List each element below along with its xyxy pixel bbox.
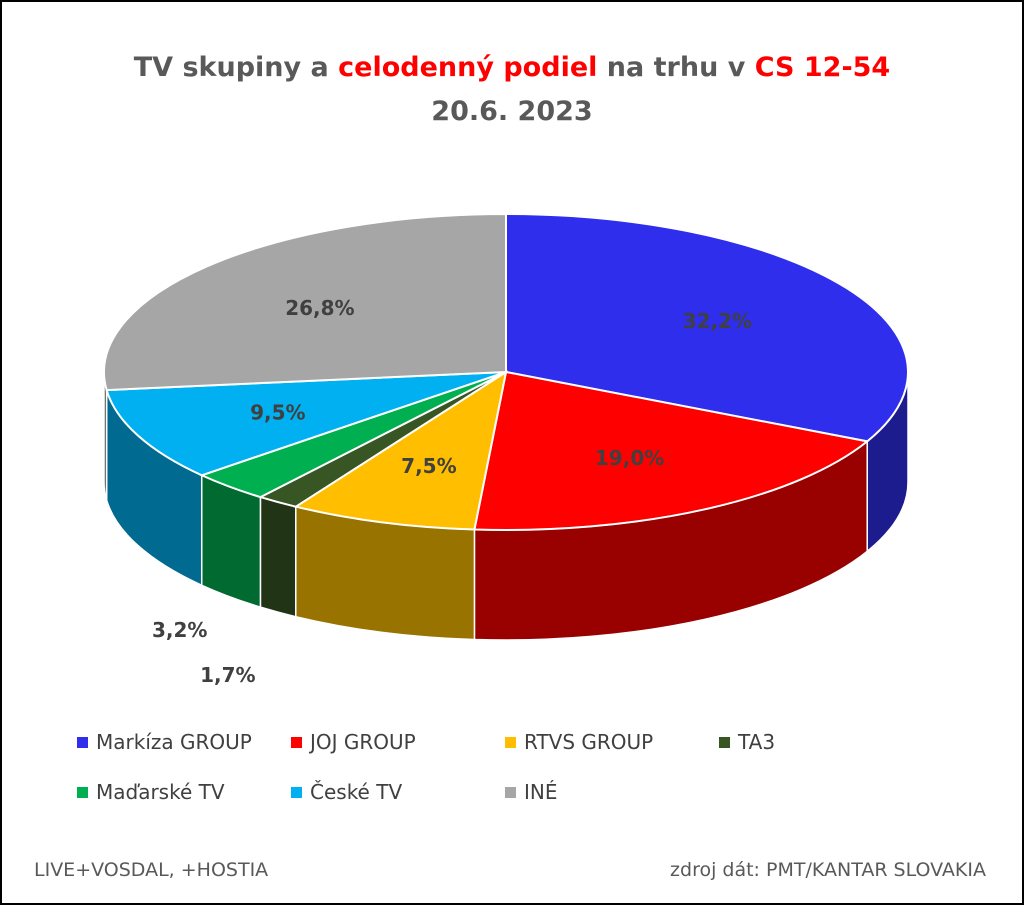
data-label-2: 7,5% [401,454,456,478]
legend-swatch [291,737,302,748]
pie-side-3 [259,496,297,618]
chart-title: TV skupiny a celodenný podiel na trhu v … [133,52,891,83]
legend-item-ceske: České TV [291,780,402,804]
chart-subtitle: 20.6. 2023 [431,96,593,127]
data-labels: 32,2% 19,0% 7,5% 1,7% 3,2% 9,5% 26,8% [152,296,752,687]
legend-swatch [719,737,730,748]
pie-top [103,212,909,531]
legend-label: TA3 [738,730,776,754]
legend-item-ine: INÉ [505,780,558,804]
data-label-3: 1,7% [200,663,255,687]
legend-item-madarske: Maďarské TV [77,780,225,804]
footer-source: zdroj dát: PMT/KANTAR SLOVAKIA [670,859,986,881]
legend-label: Maďarské TV [96,780,225,804]
legend-swatch [505,737,516,748]
footer-note: LIVE+VOSDAL, +HOSTIA [34,859,269,881]
legend-label: INÉ [524,780,558,804]
legend-item-ta3: TA3 [719,730,775,754]
pie-slice-5 [105,371,507,477]
legend-label: Markíza GROUP [96,730,252,754]
legend-swatch [291,787,302,798]
legend-swatch [505,787,516,798]
data-label-0: 32,2% [683,309,752,333]
legend-swatch [77,737,88,748]
legend-label: RTVS GROUP [524,730,654,754]
legend-item-markiza: Markíza GROUP [77,730,252,754]
data-label-5: 9,5% [250,400,305,424]
pie-slice-2 [293,369,508,531]
data-label-1: 19,0% [595,446,664,470]
legend-swatch [77,787,88,798]
data-label-4: 3,2% [152,618,207,642]
pie-slice-6 [103,212,507,392]
data-label-6: 26,8% [285,296,354,320]
legend-item-rtvs: RTVS GROUP [505,730,653,754]
pie-slice-1 [473,370,870,531]
pie-slice-0 [505,212,909,443]
legend-label: JOJ GROUP [310,730,416,754]
legend-label: České TV [310,780,403,804]
legend-item-joj: JOJ GROUP [291,730,416,754]
